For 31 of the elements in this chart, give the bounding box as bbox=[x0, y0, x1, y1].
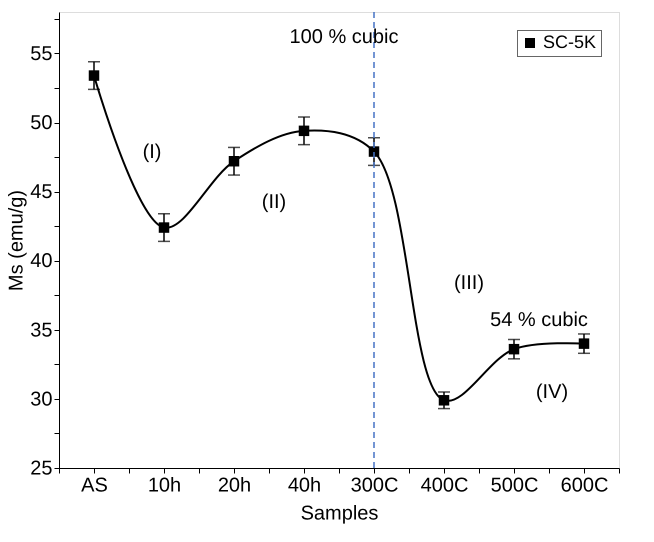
y-tick-label: 35 bbox=[30, 319, 52, 342]
x-tick-label: 10h bbox=[148, 474, 182, 496]
x-tick-label: 500C bbox=[490, 474, 538, 496]
point bbox=[578, 338, 590, 349]
annotation: (II) bbox=[262, 191, 286, 213]
y-tick-label: 50 bbox=[30, 112, 52, 134]
legend-label: SC-5K bbox=[543, 32, 596, 52]
x-tick-label: 400C bbox=[420, 474, 468, 496]
x-tick-label: AS bbox=[81, 474, 108, 496]
x-tick-label: 600C bbox=[560, 474, 608, 496]
point bbox=[88, 70, 100, 81]
point bbox=[298, 126, 310, 136]
x-tick-label: 40h bbox=[288, 474, 322, 496]
annotation: (IV) bbox=[536, 381, 568, 403]
annotation: 54 % cubic bbox=[490, 309, 588, 331]
point bbox=[158, 222, 170, 233]
x-axis-title: Samples bbox=[300, 502, 378, 524]
y-tick-label: 40 bbox=[30, 250, 52, 272]
x-tick-label: 300C bbox=[350, 474, 398, 496]
x-tick-label: 20h bbox=[218, 474, 252, 496]
y-tick-label: 25 bbox=[30, 458, 52, 480]
y-tick-label: 30 bbox=[30, 388, 52, 410]
y-tick-label: 45 bbox=[30, 181, 52, 204]
point bbox=[508, 344, 520, 354]
annotation: (III) bbox=[454, 272, 484, 294]
point bbox=[228, 156, 240, 166]
y-axis-title: Ms (emu/g) bbox=[5, 190, 28, 292]
annotation: 100 % cubic bbox=[290, 26, 398, 48]
annotation: (I) bbox=[142, 141, 162, 163]
y-tick-label: 55 bbox=[30, 42, 52, 65]
point bbox=[438, 395, 450, 406]
